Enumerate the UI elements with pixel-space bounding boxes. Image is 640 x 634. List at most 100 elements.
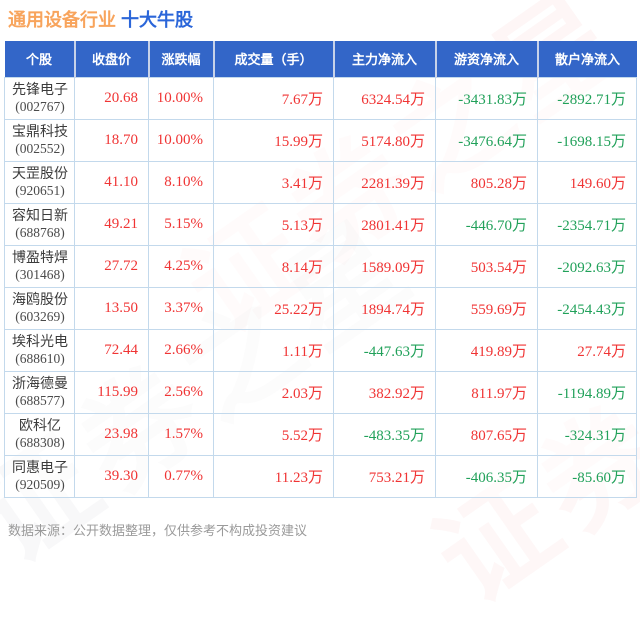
close-price-cell: 13.50	[74, 286, 149, 330]
stock-code: (002552)	[15, 140, 65, 156]
table-row: 同惠电子 (920509) 39.30 0.77% 11.23万 753.21万 -406.…	[4, 454, 637, 498]
column-header-retail-net-inflow: 散户净流入	[536, 41, 637, 77]
table-body: 先锋电子 (002767) 20.68 10.00% 7.67万 6324.54万 -343…	[4, 76, 637, 498]
speculative-net-inflow-cell: 419.89万	[435, 328, 538, 372]
table-row: 博盈特焊 (301468) 27.72 4.25% 8.14万 1589.09万 503.5…	[4, 244, 637, 288]
speculative-net-inflow-cell: 503.54万	[435, 244, 538, 288]
stock-cell: 欧科亿 (688308)	[4, 412, 75, 456]
close-price-cell: 49.21	[74, 202, 149, 246]
stock-cell: 容知日新 (688768)	[4, 202, 75, 246]
speculative-net-inflow-cell: 807.65万	[435, 412, 538, 456]
volume-cell: 3.41万	[213, 160, 334, 204]
page-title: 通用设备行业 十大牛股	[0, 0, 640, 32]
main-net-inflow-cell: 2801.41万	[333, 202, 436, 246]
main-net-inflow-cell: 1589.09万	[333, 244, 436, 288]
volume-cell: 11.23万	[213, 454, 334, 498]
speculative-net-inflow-cell: -3476.64万	[435, 118, 538, 162]
change-percent-cell: 1.57%	[148, 412, 214, 456]
stock-code: (688768)	[15, 224, 65, 240]
change-percent-cell: 2.66%	[148, 328, 214, 372]
speculative-net-inflow-cell: -406.35万	[435, 454, 538, 498]
stock-name: 海鸥股份	[12, 291, 68, 308]
stock-code: (603269)	[15, 308, 65, 324]
speculative-net-inflow-cell: 811.97万	[435, 370, 538, 414]
top-stocks-table: 个股 收盘价 涨跌幅 成交量（手） 主力净流入 游资净流入 散户净流入 先锋电子 (00276…	[4, 41, 637, 498]
retail-net-inflow-cell: -1194.89万	[537, 370, 637, 414]
volume-cell: 2.03万	[213, 370, 334, 414]
change-percent-cell: 0.77%	[148, 454, 214, 498]
main-net-inflow-cell: 6324.54万	[333, 76, 436, 120]
table-row: 海鸥股份 (603269) 13.50 3.37% 25.22万 1894.74万 559.…	[4, 286, 637, 330]
close-price-cell: 41.10	[74, 160, 149, 204]
speculative-net-inflow-cell: -3431.83万	[435, 76, 538, 120]
volume-cell: 8.14万	[213, 244, 334, 288]
stock-cell: 海鸥股份 (603269)	[4, 286, 75, 330]
volume-cell: 25.22万	[213, 286, 334, 330]
stock-code: (920651)	[15, 182, 65, 198]
stock-name: 埃科光电	[12, 333, 68, 350]
change-percent-cell: 8.10%	[148, 160, 214, 204]
change-percent-cell: 10.00%	[148, 76, 214, 120]
close-price-cell: 115.99	[74, 370, 149, 414]
close-price-cell: 27.72	[74, 244, 149, 288]
column-header-main-net-inflow: 主力净流入	[332, 41, 436, 77]
main-net-inflow-cell: 5174.80万	[333, 118, 436, 162]
retail-net-inflow-cell: -324.31万	[537, 412, 637, 456]
main-net-inflow-cell: 1894.74万	[333, 286, 436, 330]
change-percent-cell: 4.25%	[148, 244, 214, 288]
column-header-stock: 个股	[4, 41, 75, 77]
stock-cell: 博盈特焊 (301468)	[4, 244, 75, 288]
main-net-inflow-cell: -483.35万	[333, 412, 436, 456]
page-title-topic: 十大牛股	[121, 10, 194, 30]
stock-name: 同惠电子	[12, 459, 68, 476]
speculative-net-inflow-cell: 805.28万	[435, 160, 538, 204]
speculative-net-inflow-cell: 559.69万	[435, 286, 538, 330]
change-percent-cell: 3.37%	[148, 286, 214, 330]
stock-code: (688577)	[15, 392, 65, 408]
main-net-inflow-cell: -447.63万	[333, 328, 436, 372]
change-percent-cell: 5.15%	[148, 202, 214, 246]
column-header-speculative-net-inflow: 游资净流入	[434, 41, 538, 77]
main-net-inflow-cell: 2281.39万	[333, 160, 436, 204]
stock-cell: 先锋电子 (002767)	[4, 76, 75, 120]
retail-net-inflow-cell: -1698.15万	[537, 118, 637, 162]
table-row: 浙海德曼 (688577) 115.99 2.56% 2.03万 382.92万 811.9…	[4, 370, 637, 414]
stock-code: (688308)	[15, 434, 65, 450]
table-row: 先锋电子 (002767) 20.68 10.00% 7.67万 6324.54万 -343…	[4, 76, 637, 120]
table-row: 宝鼎科技 (002552) 18.70 10.00% 15.99万 5174.80万 -34…	[4, 118, 637, 162]
close-price-cell: 20.68	[74, 76, 149, 120]
stock-name: 先锋电子	[12, 81, 68, 98]
volume-cell: 5.13万	[213, 202, 334, 246]
retail-net-inflow-cell: 149.60万	[537, 160, 637, 204]
main-net-inflow-cell: 382.92万	[333, 370, 436, 414]
stock-name: 欧科亿	[19, 417, 61, 434]
stock-code: (301468)	[15, 266, 65, 282]
volume-cell: 1.11万	[213, 328, 334, 372]
stock-cell: 宝鼎科技 (002552)	[4, 118, 75, 162]
main-net-inflow-cell: 753.21万	[333, 454, 436, 498]
close-price-cell: 23.98	[74, 412, 149, 456]
volume-cell: 7.67万	[213, 76, 334, 120]
stock-name: 浙海德曼	[12, 375, 68, 392]
close-price-cell: 39.30	[74, 454, 149, 498]
stock-code: (920509)	[15, 476, 65, 492]
header-row: 个股 收盘价 涨跌幅 成交量（手） 主力净流入 游资净流入 散户净流入	[4, 41, 637, 77]
stock-name: 宝鼎科技	[12, 123, 68, 140]
stock-name: 博盈特焊	[12, 249, 68, 266]
column-header-volume: 成交量（手）	[212, 41, 334, 77]
retail-net-inflow-cell: -2092.63万	[537, 244, 637, 288]
column-header-close-price: 收盘价	[73, 41, 149, 77]
stock-name: 天罡股份	[12, 165, 68, 182]
close-price-cell: 72.44	[74, 328, 149, 372]
stock-code: (688610)	[15, 350, 65, 366]
retail-net-inflow-cell: 27.74万	[537, 328, 637, 372]
retail-net-inflow-cell: -2892.71万	[537, 76, 637, 120]
change-percent-cell: 2.56%	[148, 370, 214, 414]
retail-net-inflow-cell: -2454.43万	[537, 286, 637, 330]
retail-net-inflow-cell: -2354.71万	[537, 202, 637, 246]
table-row: 埃科光电 (688610) 72.44 2.66% 1.11万 -447.63万 419.8…	[4, 328, 637, 372]
volume-cell: 5.52万	[213, 412, 334, 456]
retail-net-inflow-cell: -85.60万	[537, 454, 637, 498]
stock-cell: 天罡股份 (920651)	[4, 160, 75, 204]
change-percent-cell: 10.00%	[148, 118, 214, 162]
